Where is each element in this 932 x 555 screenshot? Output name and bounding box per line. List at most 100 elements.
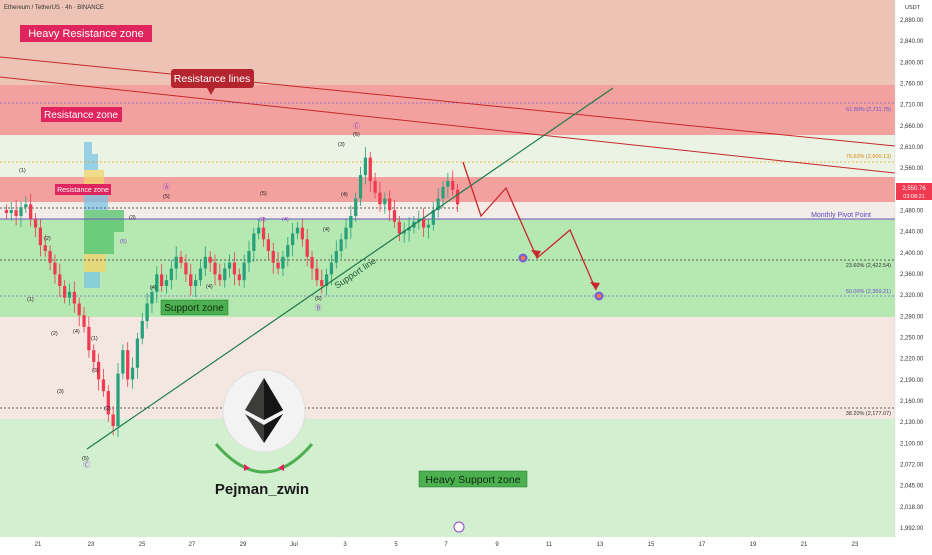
y-tick-label: 2,220.00 <box>900 357 924 363</box>
candle-body <box>232 262 237 275</box>
candle-body <box>407 227 411 231</box>
wave-label: (2) <box>51 331 58 337</box>
candle-body <box>446 180 450 187</box>
y-tick-label: 2,018.00 <box>900 505 924 511</box>
candle-body <box>169 268 173 281</box>
wave-label: (1) <box>19 168 26 174</box>
fib-786-label: 78.60% (2,600.13) <box>846 154 891 160</box>
brand-smile-icon <box>214 443 314 474</box>
resistance-lines-callout: Resistance lines <box>174 73 250 85</box>
candle-body <box>198 268 203 281</box>
heavy-resistance-label-bg <box>20 25 152 42</box>
current-price: 2,550.76 <box>902 186 926 192</box>
wave-label: (3) <box>92 368 99 374</box>
replay-icon[interactable] <box>453 521 465 533</box>
candle-body <box>150 291 154 304</box>
candle-body <box>77 303 81 316</box>
x-tick-label: 11 <box>546 542 553 548</box>
candle-body <box>417 218 421 222</box>
projection-arrowhead-1 <box>531 250 541 258</box>
candle-body <box>354 198 358 216</box>
candle-body <box>291 233 295 246</box>
wave-label: (2) <box>104 406 111 412</box>
candle-body <box>257 227 261 234</box>
candle-body <box>388 198 392 211</box>
candle-body <box>436 198 440 211</box>
resistance-lines-callout-tail <box>207 88 215 95</box>
candle-body <box>135 338 140 368</box>
circle-labels: Ⓐ Ⓑ Ⓒ Ⓒ <box>83 122 360 469</box>
candle-body <box>9 210 13 214</box>
candle-body <box>324 274 329 287</box>
y-tick-label: 2,840.00 <box>900 39 924 45</box>
y-tick-label: 2,280.00 <box>900 314 924 320</box>
y-tick-label: 1,992.00 <box>900 526 924 532</box>
candle-body <box>48 250 52 263</box>
candle-body <box>300 227 304 240</box>
time-axis-bg[interactable] <box>0 537 932 550</box>
y-tick-label: 2,440.00 <box>900 230 924 236</box>
candle-body <box>184 262 188 275</box>
wave-label: (4) <box>323 227 330 233</box>
candle-body <box>4 210 9 214</box>
x-tick-label: 15 <box>648 542 655 548</box>
x-tick-label: 23 <box>852 542 859 548</box>
candle-body <box>286 245 290 257</box>
candle-body <box>266 239 271 251</box>
candle-body <box>38 227 43 246</box>
y-tick-label: 2,800.00 <box>900 60 924 66</box>
candle-body <box>92 350 96 362</box>
x-tick-label: 13 <box>597 542 604 548</box>
candle-body <box>451 180 455 190</box>
x-tick-label: 7 <box>444 542 448 548</box>
fib-382-label: 38.20% (2,177.07) <box>846 411 891 417</box>
candle-body <box>33 218 38 228</box>
candle-body <box>242 262 246 281</box>
x-tick-label: 19 <box>750 542 757 548</box>
resistance-zone-bg <box>0 85 895 135</box>
candle-body <box>53 262 57 275</box>
wave-label: (5) <box>315 296 322 302</box>
x-tick-label: 17 <box>699 542 706 548</box>
candle-body <box>58 274 62 287</box>
candle-body <box>295 227 300 234</box>
circle-label: Ⓑ <box>315 304 322 312</box>
y-tick-label: 2,045.00 <box>900 484 924 490</box>
x-tick-label: 29 <box>240 542 247 548</box>
wave-label: (2) <box>44 236 51 242</box>
wave-label: (1) <box>91 336 98 342</box>
support-line <box>86 87 614 450</box>
y-tick-label: 2,400.00 <box>900 251 924 257</box>
wave-label: (4) <box>206 284 213 290</box>
y-tick-label: 2,710.00 <box>900 103 924 109</box>
x-tick-label: Jul <box>290 542 298 548</box>
wave-label: (5) <box>353 132 360 138</box>
level-lines <box>0 102 895 409</box>
candle-body <box>213 262 217 275</box>
circle-label: Ⓒ <box>353 122 360 130</box>
target-marker-1 <box>518 253 528 263</box>
candle-body <box>426 224 431 228</box>
wave-label: (1) <box>27 297 34 303</box>
resistance-lines-callout-bg <box>171 69 254 88</box>
candles <box>4 147 460 438</box>
candle-body <box>126 350 130 380</box>
y-tick-label: 2,660.00 <box>900 124 924 130</box>
candle-body <box>431 210 435 225</box>
candle-body <box>208 256 212 263</box>
candle-body <box>334 250 338 263</box>
candle-body <box>358 175 363 199</box>
price-axis-bg[interactable] <box>895 0 932 550</box>
resistance-zone-small-label-bg <box>55 184 111 195</box>
candle-body <box>378 192 382 205</box>
candle-body <box>29 204 33 219</box>
candle-body <box>218 274 222 281</box>
ethereum-logo-icon <box>222 369 306 453</box>
y-tick-label: 2,480.00 <box>900 209 924 215</box>
y-tick-label: 2,360.00 <box>900 272 924 278</box>
y-tick-label: 2,190.00 <box>900 378 924 384</box>
y-tick-label: 2,130.00 <box>900 420 924 426</box>
candle-body <box>276 262 280 269</box>
candle-body <box>179 256 183 263</box>
